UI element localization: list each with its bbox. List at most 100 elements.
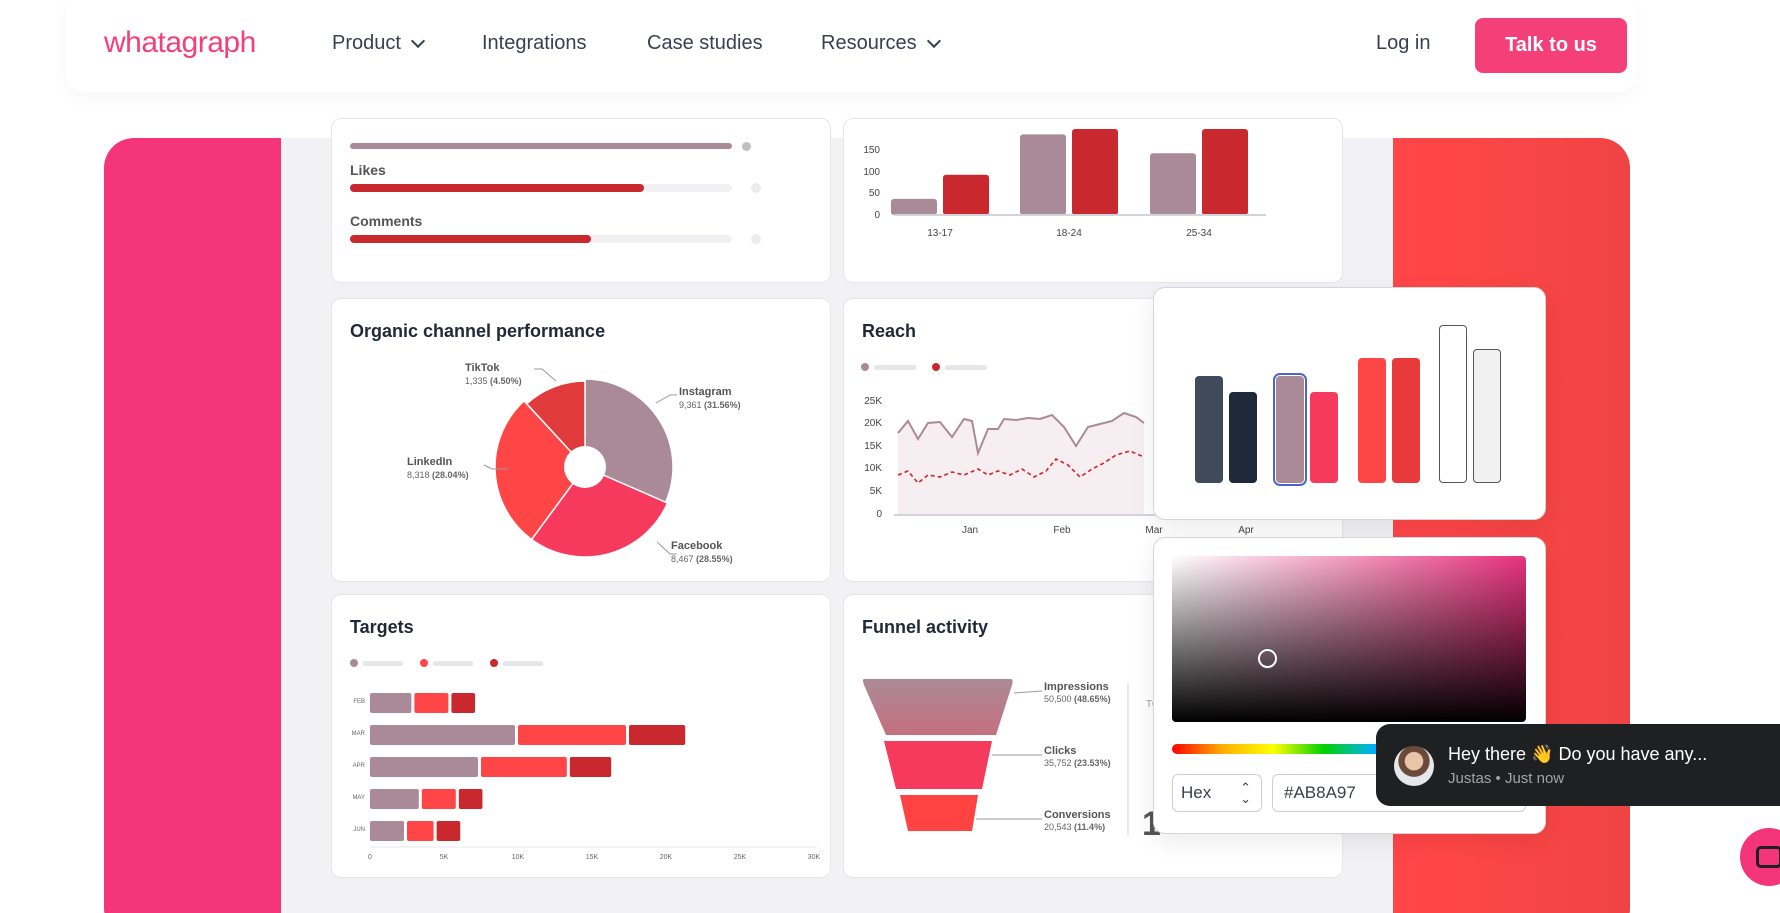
funnel-chart: Impressions 50,500 (48.65%) Clicks 35,75…: [863, 679, 1161, 843]
target-bar: [370, 821, 404, 841]
dot-icon: [742, 142, 751, 151]
row-label: MAR: [352, 731, 366, 737]
reach-x-ticks: Jan Feb Mar Apr: [962, 525, 1255, 536]
updown-icon: ⌃ ⌄: [1240, 780, 1251, 806]
leader-line: [483, 464, 508, 470]
avatar: [1394, 746, 1434, 786]
row-label: APR: [353, 763, 366, 769]
pie-label-value: 8,318 (28.04%): [407, 470, 469, 480]
nav-integrations-label: Integrations: [482, 32, 587, 54]
color-palette-panel: [1153, 287, 1546, 520]
organic-card: Organic channel performance Instagram 9,…: [331, 298, 831, 582]
y-tick: 25K: [864, 396, 882, 407]
pie-label: Instagram: [679, 386, 732, 398]
legend-placeholder: [874, 365, 916, 370]
nav-product[interactable]: Product: [332, 32, 426, 55]
comments-track: [350, 235, 732, 243]
pie-slice: [525, 380, 586, 469]
chat-popup[interactable]: Hey there 👋 Do you have any... Justas • …: [1376, 724, 1780, 806]
targets-bar-chart: FEB MAR APR MAY JUN 0 5K 10K 15K 20K 25K…: [350, 659, 821, 861]
x-tick: 25K: [734, 854, 747, 861]
logo[interactable]: whatagraph: [104, 26, 256, 59]
legend-dot: [861, 363, 869, 371]
funnel-title: Funnel activity: [862, 617, 989, 637]
chevron-down-icon: [926, 33, 941, 48]
leader-line: [656, 541, 677, 555]
pie-hole: [564, 446, 606, 488]
target-bar: [629, 725, 686, 745]
x-tick: 18-24: [1056, 228, 1082, 239]
target-bar: [436, 821, 461, 841]
chat-meta: Justas • Just now: [1448, 770, 1565, 787]
target-bar: [518, 725, 626, 745]
pie-label: TikTok: [465, 362, 500, 374]
swatch-pink[interactable]: [1310, 392, 1338, 483]
nav-integrations[interactable]: Integrations: [482, 32, 587, 55]
swatch-light-grey[interactable]: [1473, 349, 1501, 483]
funnel-label: Impressions: [1044, 681, 1109, 693]
y-tick: 150: [863, 145, 880, 156]
row-label: MAY: [352, 795, 365, 801]
funnel-label: Clicks: [1044, 745, 1076, 757]
y-tick: 5K: [870, 486, 883, 497]
likes-track: [350, 184, 732, 192]
nav-case-studies[interactable]: Case studies: [647, 32, 763, 55]
age-bar: [1150, 153, 1196, 215]
funnel-stage-conversions: [900, 795, 978, 831]
x-tick: Feb: [1053, 525, 1071, 536]
chat-message: Hey there 👋 Do you have any...: [1448, 744, 1708, 764]
login-link[interactable]: Log in: [1376, 32, 1431, 54]
swatch-coral[interactable]: [1358, 358, 1386, 483]
progress-bar: [350, 143, 732, 149]
funnel-label: Conversions: [1044, 809, 1111, 821]
age-bar-chart: 150 100 50 0 13-17 18-24 25-34: [863, 129, 1266, 239]
age-chart-card: 150 100 50 0 13-17 18-24 25-34: [843, 118, 1343, 283]
y-tick: 0: [876, 509, 882, 520]
legend-dot: [420, 659, 428, 667]
targets-bars: [370, 693, 686, 841]
dot-icon: [751, 234, 761, 244]
swatch-red[interactable]: [1392, 358, 1420, 483]
saturation-area[interactable]: [1172, 556, 1526, 722]
color-format-value: Hex: [1181, 783, 1212, 802]
age-bars: [891, 129, 1248, 215]
swatch-slate[interactable]: [1195, 376, 1223, 483]
chat-icon: [1756, 846, 1780, 868]
target-bar: [569, 757, 612, 777]
y-tick: 15K: [864, 441, 882, 452]
reach-area: [898, 413, 1144, 515]
swatch-mauve-selected[interactable]: [1273, 373, 1307, 486]
legend-dot: [932, 363, 940, 371]
reach-series-1: [897, 411, 1145, 457]
nav-resources[interactable]: Resources: [821, 32, 941, 55]
hue-slider[interactable]: [1172, 744, 1526, 754]
pie-label: LinkedIn: [407, 456, 453, 468]
target-bar: [370, 693, 412, 713]
targets-x-ticks: 0 5K 10K 15K 20K 25K 30K: [368, 854, 821, 861]
chat-launcher-button[interactable]: [1740, 828, 1780, 886]
x-tick: 5K: [440, 854, 449, 861]
x-tick: 10K: [512, 854, 525, 861]
funnel-label-value: 35,752 (23.53%): [1044, 758, 1111, 768]
likes-label: Likes: [350, 162, 386, 178]
target-bar: [370, 725, 515, 745]
organic-title: Organic channel performance: [350, 321, 606, 341]
row-label: FEB: [353, 699, 365, 705]
age-bar: [1072, 129, 1118, 215]
target-bar: [458, 789, 483, 809]
targets-title: Targets: [350, 617, 414, 637]
picker-handle[interactable]: [1258, 649, 1277, 668]
pie-slice: [584, 378, 674, 504]
top-navbar: whatagraph Product Integrations Case stu…: [66, 0, 1636, 92]
age-y-ticks: 150 100 50 0: [863, 145, 880, 221]
age-bar: [943, 174, 989, 215]
talk-to-us-button[interactable]: Talk to us: [1475, 18, 1627, 73]
target-bar: [451, 693, 476, 713]
chevron-down-icon: [410, 33, 426, 48]
swatch-navy[interactable]: [1229, 392, 1257, 483]
swatch-white[interactable]: [1439, 325, 1467, 483]
nav-case-studies-label: Case studies: [647, 32, 763, 54]
target-bar: [370, 757, 478, 777]
color-format-select[interactable]: Hex ⌃ ⌄: [1172, 774, 1262, 812]
